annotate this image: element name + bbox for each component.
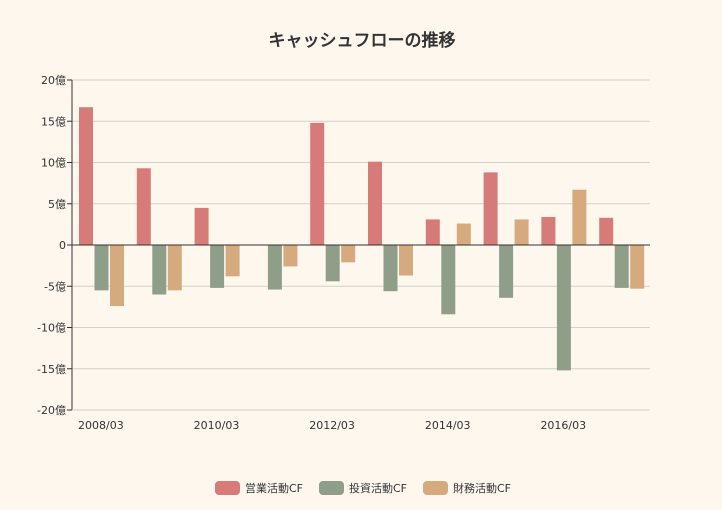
bar[interactable] <box>556 245 571 371</box>
legend-label: 投資活動CF <box>349 481 407 495</box>
y-tick-label: 20億 <box>41 74 66 87</box>
bar[interactable] <box>136 168 151 245</box>
bar[interactable] <box>194 207 209 245</box>
bar[interactable] <box>283 245 298 267</box>
bar[interactable] <box>225 245 240 277</box>
legend-swatch <box>215 481 240 495</box>
bar[interactable] <box>325 245 340 282</box>
axes: 20億 15億 10億 5億 0 -5億 -10億 -15億 -20億 2008/03 2010/0… <box>37 74 650 432</box>
bar[interactable] <box>499 245 514 298</box>
bar[interactable] <box>210 245 225 288</box>
bars <box>79 107 645 371</box>
bar[interactable] <box>630 245 645 289</box>
y-tick-label: 10億 <box>41 157 66 170</box>
bar[interactable] <box>441 245 456 315</box>
x-tick-label: 2012/03 <box>309 419 355 432</box>
bar[interactable] <box>267 245 282 290</box>
bar[interactable] <box>152 245 167 295</box>
bar[interactable] <box>341 245 356 263</box>
y-tick-label: 5億 <box>48 198 66 211</box>
bar[interactable] <box>456 223 471 245</box>
bar[interactable] <box>79 107 93 245</box>
bar[interactable] <box>383 245 398 292</box>
y-tick-label: -20億 <box>37 404 66 417</box>
bar[interactable] <box>368 161 382 245</box>
bar[interactable] <box>514 219 529 245</box>
y-tick-label: -15億 <box>37 363 66 376</box>
chart-title: キャッシュフローの推移 <box>269 30 456 51</box>
y-tick-label: -10億 <box>37 322 66 335</box>
bar[interactable] <box>541 216 556 245</box>
x-tick-label: 2016/03 <box>540 419 586 432</box>
legend-item[interactable]: 財務活動CF <box>423 481 511 495</box>
legend[interactable]: 営業活動CF 投資活動CF 財務活動CF <box>215 481 511 495</box>
bar[interactable] <box>399 245 413 276</box>
x-tick-label: 2008/03 <box>78 419 124 432</box>
legend-swatch <box>423 481 448 495</box>
bar[interactable] <box>572 189 587 245</box>
y-tick-label: 15億 <box>41 115 66 128</box>
y-tick-label: 0 <box>59 239 66 252</box>
x-tick-label: 2010/03 <box>194 419 240 432</box>
bar[interactable] <box>599 217 614 245</box>
y-tick-label: -5億 <box>44 280 66 293</box>
bar[interactable] <box>425 219 440 245</box>
bar[interactable] <box>94 245 109 291</box>
legend-swatch <box>319 481 344 495</box>
legend-label: 営業活動CF <box>245 481 303 495</box>
legend-label: 財務活動CF <box>453 481 511 495</box>
x-tick-label: 2014/03 <box>425 419 471 432</box>
legend-item[interactable]: 投資活動CF <box>319 481 407 495</box>
legend-item[interactable]: 営業活動CF <box>215 481 303 495</box>
bar[interactable] <box>614 245 629 288</box>
bar[interactable] <box>110 245 124 307</box>
bar[interactable] <box>167 245 182 291</box>
bar[interactable] <box>483 172 498 245</box>
bar[interactable] <box>310 122 325 245</box>
